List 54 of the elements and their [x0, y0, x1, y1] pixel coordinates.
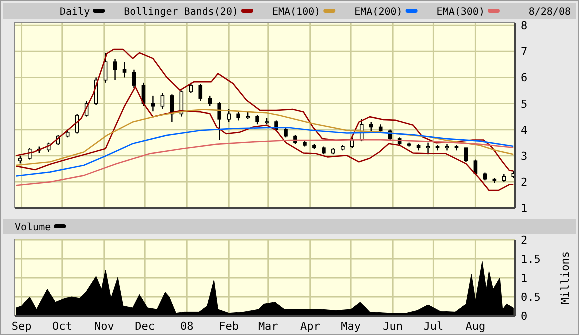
legend-label: EMA(100)	[272, 7, 321, 18]
candlestick	[160, 92, 165, 110]
x-tick-label: 08	[180, 320, 194, 333]
y-tick-label: 1	[521, 272, 528, 285]
x-tick-label: Aug	[466, 320, 486, 333]
x-tick-label: Apr	[300, 320, 321, 333]
candlestick	[151, 95, 156, 112]
candlestick	[198, 84, 203, 102]
x-tick-label: Jul	[424, 320, 444, 333]
y-tick-label: 1.5	[521, 253, 541, 266]
x-tick-label: Nov	[94, 320, 115, 333]
y-tick-label: 7	[521, 46, 528, 59]
legend-label: Bollinger Bands(20)	[124, 7, 238, 18]
x-tick-label: Jun	[383, 320, 403, 333]
x-tick-label: Feb	[219, 320, 240, 333]
line-series	[16, 127, 514, 177]
y-tick-label: 8	[521, 20, 528, 33]
y-axis-title: Millions	[559, 252, 572, 304]
y-tick-label: 2	[521, 176, 528, 189]
candlestick	[122, 61, 127, 78]
candlestick	[256, 114, 260, 126]
candlestick	[464, 147, 468, 163]
candlestick	[113, 58, 118, 81]
y-tick-label: 5	[521, 98, 528, 111]
y-tick-label: 2	[521, 234, 528, 247]
candlestick	[369, 121, 374, 132]
y-tick-label: 1	[521, 202, 528, 215]
legend-label: EMA(200)	[354, 7, 403, 18]
x-tick-label: Mar	[258, 320, 279, 333]
x-tick-label: Oct	[52, 320, 72, 333]
x-tick-label: Dec	[135, 320, 156, 333]
line-series	[16, 86, 514, 192]
legend-label: EMA(300)	[436, 7, 485, 18]
candlestick	[104, 52, 108, 84]
legend-label: Daily	[60, 7, 90, 18]
candlestick	[132, 69, 136, 89]
text: 8/28/08	[528, 7, 571, 18]
line-series	[16, 48, 514, 172]
candlestick	[189, 82, 194, 94]
y-tick-label: 6	[521, 72, 528, 85]
y-tick-label: 0	[521, 310, 528, 323]
x-tick-label: May	[341, 320, 362, 333]
x-tick-label: Sep	[12, 320, 32, 333]
y-tick-label: 3	[521, 150, 528, 163]
candlestick	[208, 95, 212, 107]
y-tick-label: 0.5	[521, 291, 541, 304]
legend-label: Volume	[15, 222, 52, 234]
candlestick	[284, 128, 288, 138]
line-series	[16, 139, 514, 186]
y-tick-label: 4	[521, 124, 528, 137]
candlestick	[236, 110, 240, 122]
candlestick	[218, 102, 222, 141]
candlestick	[227, 108, 231, 123]
line-series	[16, 109, 514, 166]
